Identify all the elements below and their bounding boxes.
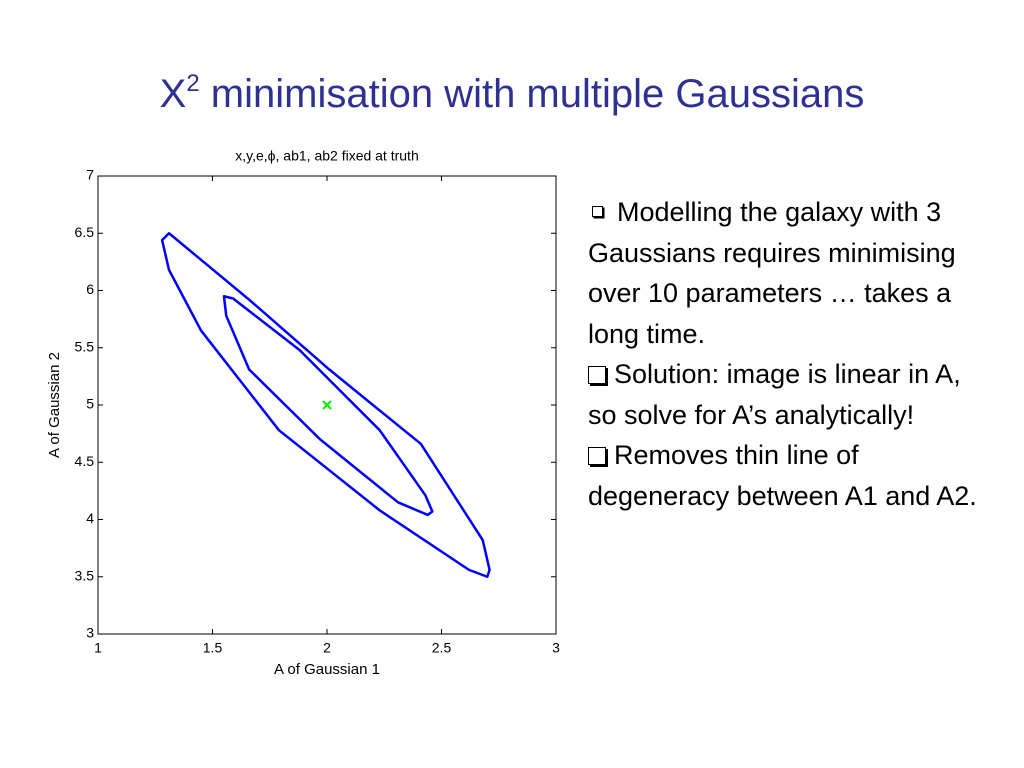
y-tick-label: 6	[86, 281, 94, 297]
x-tick-label: 1	[94, 640, 102, 656]
truth-marker	[322, 400, 332, 410]
slide-title: X2 minimisation with multiple Gaussians	[0, 70, 1024, 117]
y-tick-label: 3.5	[75, 567, 95, 583]
y-tick-label: 4.5	[75, 453, 95, 469]
y-tick-label: 3	[86, 625, 94, 641]
x-axis-label: A of Gaussian 1	[274, 661, 380, 678]
bullet-icon	[588, 366, 606, 384]
x-tick-label: 3	[552, 640, 560, 656]
chart-title: x,y,e,ϕ, ab1, ab2 fixed at truth	[235, 148, 418, 164]
x-tick-label: 2.5	[432, 640, 452, 656]
x-tick-label: 2	[323, 640, 331, 656]
y-tick-label: 6.5	[75, 224, 95, 240]
bullet-icon	[592, 206, 603, 217]
chart: x,y,e,ϕ, ab1, ab2 fixed at truth A of Ga…	[46, 148, 560, 678]
contour-line	[160, 232, 491, 578]
bullet-list: Modelling the galaxy with 3 Gaussians re…	[588, 192, 988, 516]
title-base: X	[159, 72, 187, 116]
title-sup: 2	[186, 70, 200, 97]
y-tick-label: 7	[86, 167, 94, 183]
bullet: Modelling the galaxy with 3 Gaussians re…	[588, 192, 988, 354]
bullet-text: Solution: image is linear in A, so solve…	[588, 359, 961, 430]
title-rest: minimisation with multiple Gaussians	[199, 72, 865, 116]
contour-line	[222, 294, 434, 517]
x-tick-label: 1.5	[203, 640, 223, 656]
bullet-text: Modelling the galaxy with 3 Gaussians re…	[588, 197, 956, 349]
y-tick-label: 5	[86, 396, 94, 412]
y-tick-label: 4	[86, 510, 94, 526]
y-axis-label: A of Gaussian 2	[46, 352, 63, 458]
bullet-text: Removes thin line of degeneracy between …	[588, 440, 977, 511]
bullet: Removes thin line of degeneracy between …	[588, 435, 988, 516]
y-tick-label: 5.5	[75, 338, 95, 354]
bullet-icon	[588, 447, 606, 465]
bullet: Solution: image is linear in A, so solve…	[588, 354, 988, 435]
